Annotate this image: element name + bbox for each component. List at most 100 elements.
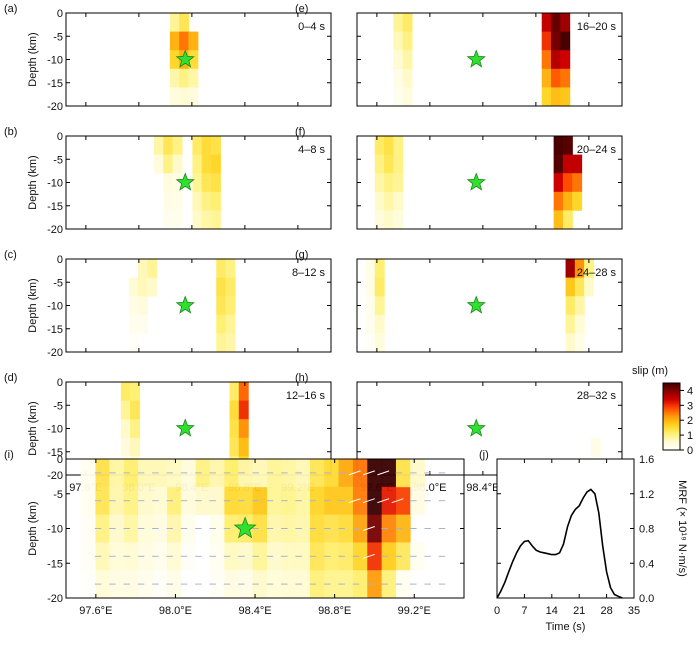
- cumulative-cell: [367, 514, 383, 543]
- slip-cell: [562, 191, 573, 211]
- x-tick-label: 97.6°E: [79, 605, 112, 617]
- slip-cell: [550, 68, 561, 88]
- slip-cell: [553, 136, 564, 155]
- slip-cell: [365, 333, 376, 353]
- cumulative-cell: [138, 514, 153, 543]
- y-tick-label: -5: [53, 31, 63, 43]
- slip-cell: [550, 50, 561, 70]
- cumulative-cell: [324, 459, 340, 488]
- cumulative-cell: [138, 542, 153, 571]
- cumulative-cell: [352, 570, 368, 598]
- cumulative-cell: [166, 486, 182, 515]
- slip-cell: [153, 136, 164, 155]
- mrf-x-tick-label: 0: [494, 605, 500, 617]
- slip-cell: [550, 31, 561, 51]
- cumulative-cell: [324, 514, 340, 543]
- slip-cell: [216, 314, 227, 334]
- slip-cell: [229, 400, 240, 420]
- slip-cell: [138, 314, 149, 334]
- cumulative-cell: [138, 459, 153, 488]
- slip-cell: [553, 154, 564, 174]
- colorbar-tick-label: 2: [687, 415, 693, 427]
- cumulative-cell: [152, 570, 168, 598]
- slip-cell: [120, 419, 131, 439]
- slip-cell: [560, 13, 571, 32]
- cumulative-cell: [381, 459, 397, 488]
- slip-cell: [138, 296, 149, 316]
- slip-cell: [179, 31, 190, 51]
- y-tick-label: -20: [47, 470, 63, 482]
- slip-cell: [169, 68, 180, 88]
- hypocenter-star: [466, 172, 486, 191]
- slip-cell: [210, 136, 221, 155]
- y-tick-label: 0: [57, 377, 63, 389]
- cumulative-cell: [166, 459, 182, 488]
- cumulative-cell: [209, 459, 225, 488]
- slip-cell: [163, 191, 174, 211]
- cumulative-cell: [138, 570, 153, 598]
- cumulative-cell: [152, 542, 168, 571]
- cumulative-cell: [224, 570, 239, 598]
- colorbar-tick-label: 0: [687, 445, 693, 457]
- cumulative-cell: [95, 514, 110, 543]
- panel-letter: (a): [4, 3, 17, 15]
- slip-cell: [374, 191, 385, 211]
- cumulative-cell: [266, 570, 282, 598]
- rake-arrow: [362, 498, 375, 504]
- colorbar-label: slip (m): [632, 365, 668, 377]
- slip-cell: [192, 136, 203, 155]
- x-tick-label: 98.4°E: [238, 605, 271, 617]
- cumulative-cell: [80, 570, 96, 598]
- cumulative-cell: [109, 570, 125, 598]
- time-window-label: 8–12 s: [292, 267, 326, 279]
- slip-cell: [574, 259, 585, 278]
- hypocenter-star: [466, 295, 486, 314]
- slip-cell: [374, 314, 385, 334]
- mrf-panel: 0 7 14 21 28 350.0 0.4 0.8 1.2 1.6 Time (s) MRF (× …: [479, 449, 688, 633]
- y-tick-label: 0: [57, 454, 63, 466]
- slip-cell: [238, 400, 249, 420]
- slip-cell: [238, 437, 249, 457]
- cumulative-cell: [266, 542, 282, 571]
- slip-cell: [192, 173, 203, 193]
- cumulative-cell: [195, 486, 211, 515]
- slip-cell: [225, 296, 236, 316]
- colorbar: slip (m) 0 1 2 3 4: [632, 365, 693, 457]
- slip-cell: [574, 277, 585, 297]
- y-tick-label: 0: [57, 131, 63, 143]
- mrf-curve: [496, 488, 623, 599]
- cumulative-cell: [224, 486, 239, 515]
- cumulative-cell: [152, 486, 168, 515]
- slip-cell: [201, 191, 212, 211]
- cumulative-cell: [80, 459, 96, 488]
- cumulative-cell: [138, 486, 153, 515]
- rake-arrow: [362, 526, 375, 531]
- slip-cell: [130, 437, 141, 457]
- slip-cell: [393, 31, 404, 51]
- cumulative-cell: [281, 570, 297, 598]
- slip-cell: [572, 154, 583, 174]
- slip-cell: [553, 191, 564, 211]
- mrf-x-tick-label: 7: [521, 605, 527, 617]
- slip-panel-c: 0 -5 -10 -15 -20 Depth (km) 8–12 s (c): [4, 249, 332, 359]
- slip-cell: [153, 154, 164, 174]
- y-tick-label: 0: [57, 8, 63, 20]
- cumulative-cell: [80, 486, 96, 515]
- cumulative-cell: [95, 570, 110, 598]
- cumulative-cell: [109, 459, 125, 488]
- mrf-x-tick-label: 14: [546, 605, 558, 617]
- slip-cell: [172, 191, 183, 211]
- slip-cell: [393, 68, 404, 88]
- slip-cell: [172, 173, 183, 193]
- slip-cell: [374, 259, 385, 278]
- slip-cell: [130, 419, 141, 439]
- cumulative-cell: [338, 570, 354, 598]
- cumulative-cell: [309, 542, 325, 571]
- slip-cell: [188, 68, 199, 88]
- slip-cell: [201, 154, 212, 174]
- panel-letter: (j): [479, 449, 489, 461]
- hypocenter-star: [175, 49, 195, 68]
- cumulative-cell: [352, 514, 368, 543]
- rake-arrow: [362, 470, 375, 476]
- slip-cell: [172, 136, 183, 155]
